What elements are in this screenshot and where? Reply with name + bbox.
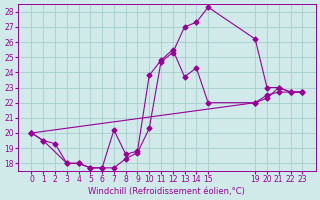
X-axis label: Windchill (Refroidissement éolien,°C): Windchill (Refroidissement éolien,°C) bbox=[88, 187, 245, 196]
